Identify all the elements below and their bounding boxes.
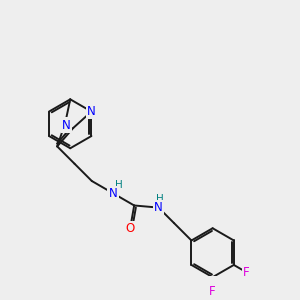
Text: N: N (87, 105, 96, 118)
Text: H: H (156, 194, 163, 204)
Text: N: N (154, 201, 163, 214)
Text: F: F (243, 266, 250, 279)
Text: F: F (209, 285, 216, 298)
Text: N: N (109, 187, 117, 200)
Text: O: O (126, 223, 135, 236)
Text: H: H (115, 180, 122, 190)
Text: N: N (62, 118, 70, 132)
